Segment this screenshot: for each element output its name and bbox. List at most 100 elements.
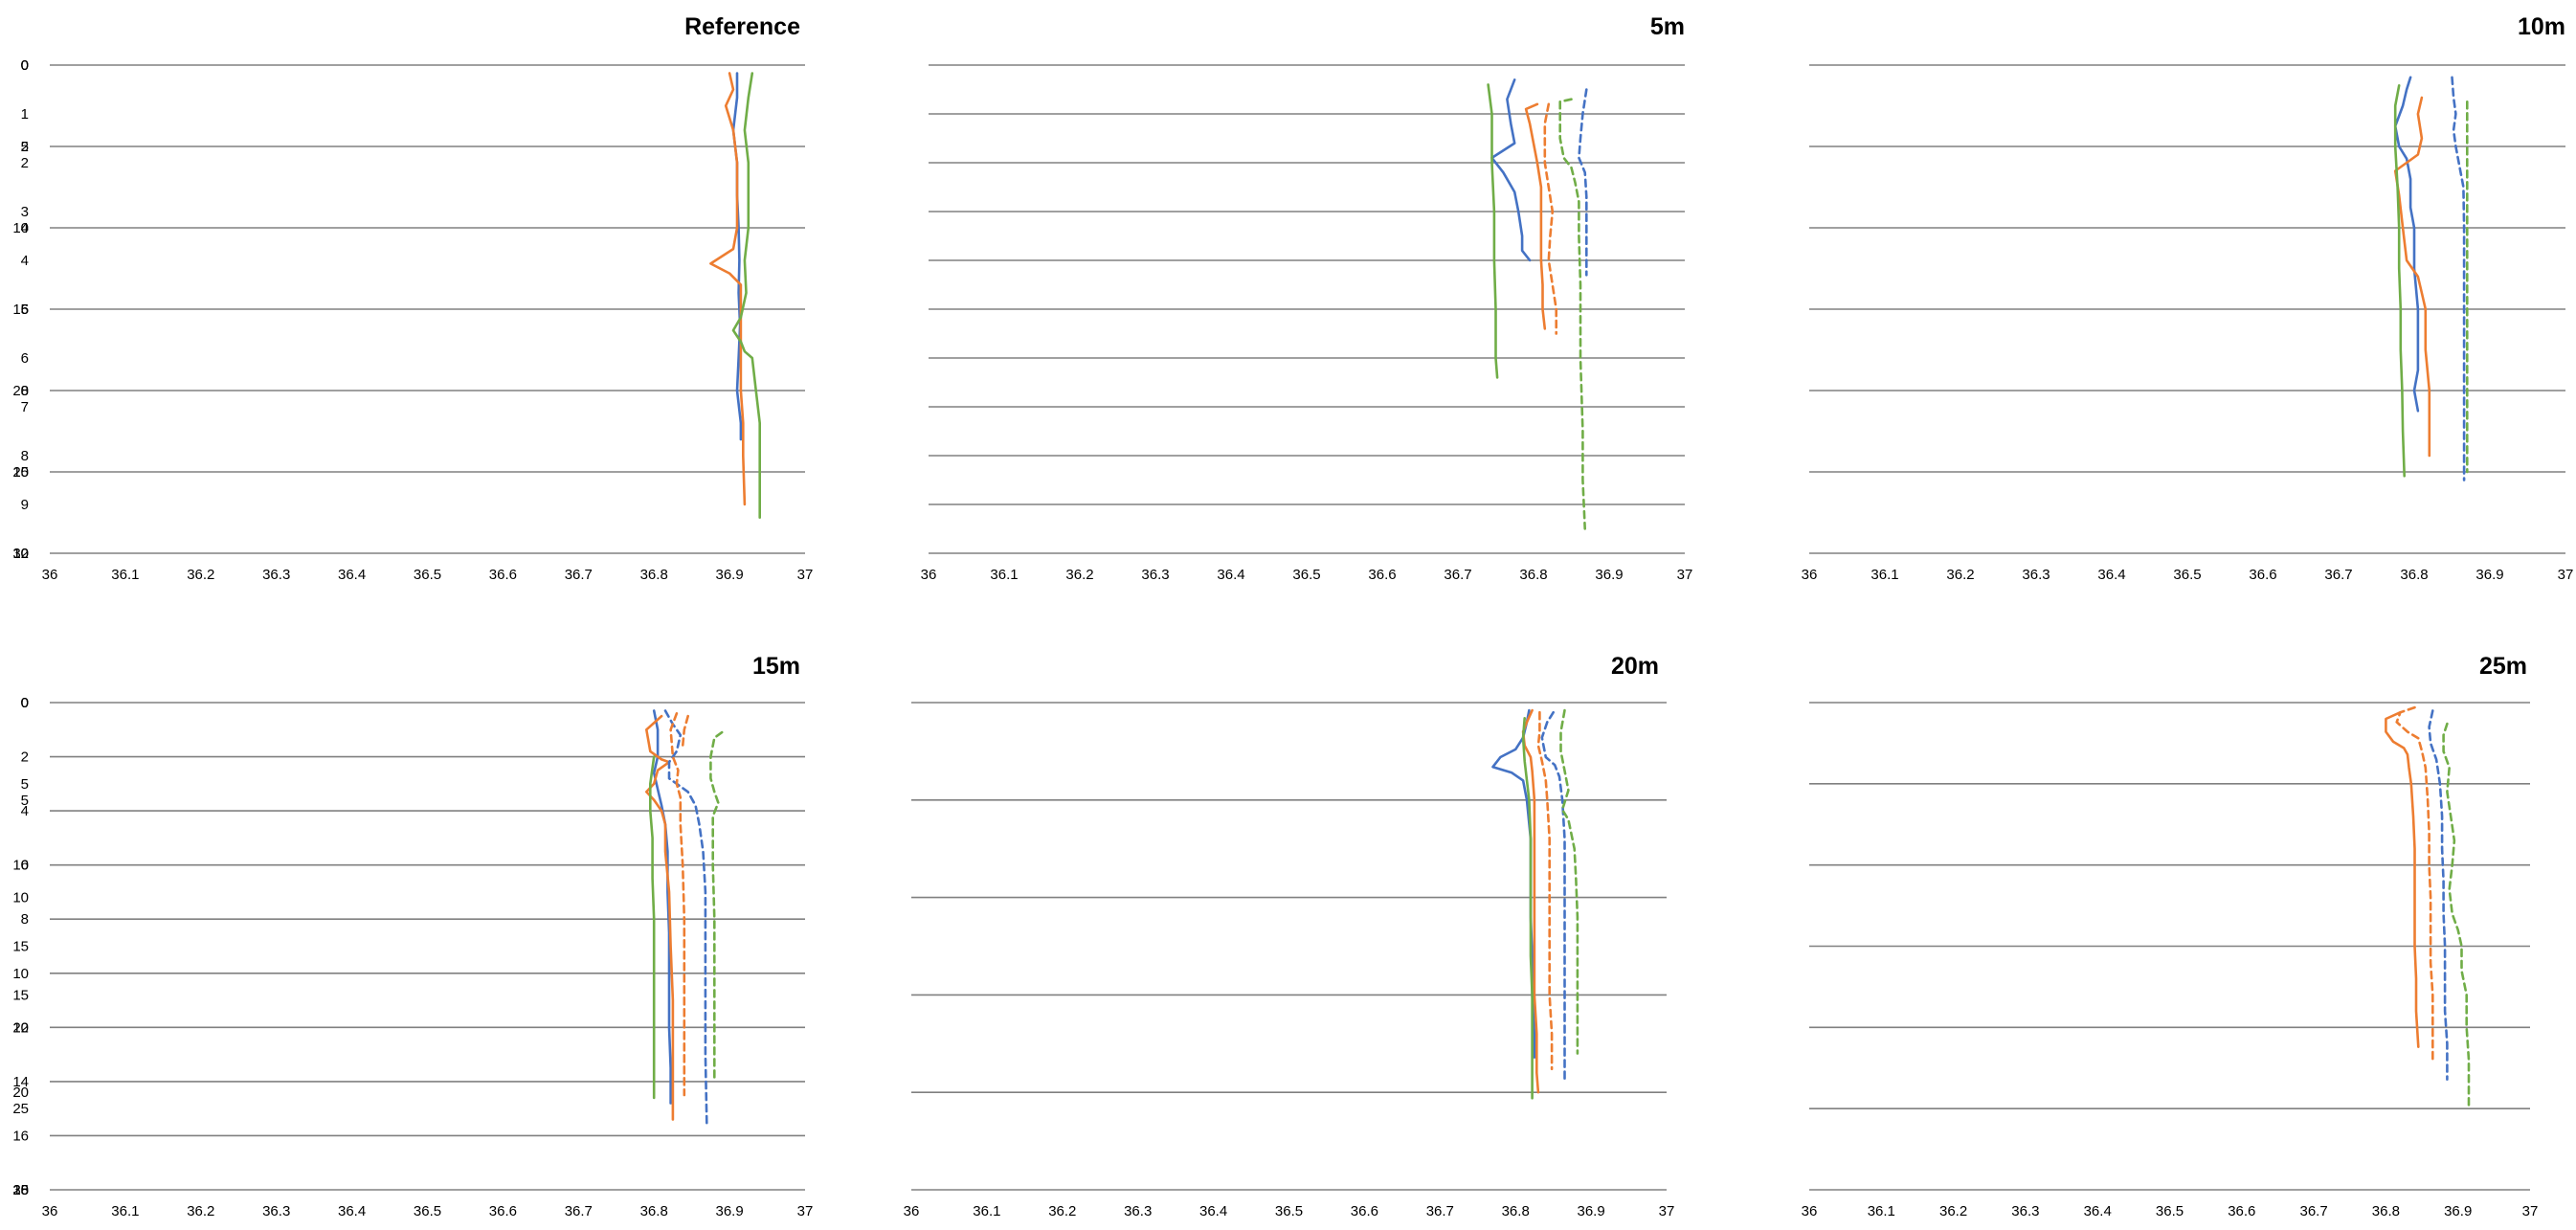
- x-tick-label: 36.3: [262, 567, 290, 583]
- x-tick-label: 37: [797, 567, 814, 583]
- chart-title: 15m: [752, 653, 800, 680]
- x-tick-label: 36.8: [1519, 567, 1547, 583]
- y-tick-label: 14: [12, 1074, 29, 1090]
- y-tick-label: 5: [21, 776, 29, 793]
- x-tick-label: 36.8: [640, 567, 668, 583]
- y-tick-label: 10: [12, 220, 29, 236]
- series-line-orange-solid: [2393, 96, 2431, 458]
- series-line-green-dashed: [1558, 98, 1586, 530]
- x-tick-label: 36.9: [715, 1203, 743, 1219]
- x-tick-label: 36.6: [2228, 1203, 2255, 1219]
- series-line-green-dashed: [709, 730, 724, 1084]
- series-line-orange-dashed: [669, 711, 686, 1097]
- series-line-blue-solid: [1491, 708, 1536, 1059]
- x-tick-label: 36.4: [2097, 567, 2125, 583]
- series-line-green-solid: [1487, 83, 1499, 379]
- x-tick-label: 36.6: [2249, 567, 2276, 583]
- series-line-green-solid: [731, 72, 762, 519]
- series-line-orange-dashed: [1543, 102, 1557, 335]
- series-line-blue-dashed: [2428, 709, 2449, 1081]
- series-line-orange-dashed: [1536, 710, 1554, 1071]
- y-tick-label: 12: [12, 546, 29, 562]
- y-tick-label: 25: [12, 464, 29, 481]
- y-tick-label: 12: [12, 1019, 29, 1036]
- y-tick-label: 8: [21, 383, 29, 399]
- x-tick-label: 36: [921, 567, 937, 583]
- y-tick-label: 6: [21, 302, 29, 318]
- x-tick-label: 36.1: [111, 567, 139, 583]
- y-tick-label: 30: [12, 546, 29, 562]
- x-tick-label: 36.9: [1577, 1203, 1604, 1219]
- series-line-blue-dashed: [1578, 88, 1588, 277]
- x-tick-label: 36.4: [1217, 567, 1244, 583]
- chart-title: 5m: [1650, 13, 1685, 40]
- y-tick-label: 0: [21, 695, 29, 711]
- x-tick-label: 36: [904, 1203, 920, 1219]
- series-line-green-dashed: [2442, 722, 2471, 1108]
- y-tick-label: 18: [12, 1182, 29, 1198]
- y-tick-label: 10: [12, 966, 29, 982]
- x-tick-label: 36.9: [715, 567, 743, 583]
- y-tick-label: 5: [21, 793, 29, 809]
- y-tick-label: 1: [21, 106, 29, 123]
- x-tick-label: 36.8: [2400, 567, 2428, 583]
- y-tick-label: 16: [12, 1128, 29, 1144]
- series-line-orange-solid: [644, 714, 675, 1121]
- y-tick-label: 0: [21, 695, 29, 711]
- x-tick-label: 36.4: [2084, 1203, 2112, 1219]
- x-tick-label: 36.1: [990, 567, 1018, 583]
- y-tick-label: 20: [12, 1085, 29, 1101]
- y-tick-label: 4: [21, 253, 29, 269]
- x-tick-label: 36.6: [489, 567, 517, 583]
- y-tick-label: 4: [21, 803, 29, 819]
- x-tick-label: 36.4: [338, 567, 366, 583]
- x-tick-label: 36.9: [2475, 567, 2503, 583]
- series-line-blue-dashed: [2451, 76, 2466, 481]
- y-tick-label: 10: [12, 546, 29, 562]
- series-line-orange-solid: [1524, 102, 1547, 330]
- y-tick-label: 7: [21, 399, 29, 415]
- x-tick-label: 36.6: [1368, 567, 1396, 583]
- x-tick-label: 37: [2558, 567, 2574, 583]
- series-line-green-solid: [1521, 716, 1534, 1100]
- series-line-green-solid: [2393, 84, 2406, 478]
- y-tick-label: 2: [21, 139, 29, 155]
- series-line-green-solid: [648, 755, 656, 1100]
- chart-title: 20m: [1611, 653, 1659, 680]
- chart-panel-4: 15m 0 2 4 6 8 10 12 14 16 18 36 36.1 36.2 36.3 36.4 36.5…: [12, 653, 813, 1219]
- y-tick-label: 3: [21, 204, 29, 220]
- x-tick-label: 36.4: [1199, 1203, 1227, 1219]
- y-tick-label: 25: [12, 1182, 29, 1198]
- y-tick-label: 0: [21, 695, 29, 711]
- series-line-orange-dashed: [681, 714, 690, 748]
- x-tick-label: 36.9: [1595, 567, 1623, 583]
- y-tick-label: 0: [21, 57, 29, 74]
- x-tick-label: 36.5: [1292, 567, 1320, 583]
- y-tick-label: 2: [21, 155, 29, 171]
- x-tick-label: 36.8: [1502, 1203, 1530, 1219]
- x-tick-label: 37: [1677, 567, 1693, 583]
- series-line-orange-solid: [709, 72, 747, 506]
- y-tick-label: 8: [21, 448, 29, 464]
- x-tick-label: 36: [42, 1203, 58, 1219]
- x-tick-label: 37: [797, 1203, 814, 1219]
- y-tick-label: 0: [21, 57, 29, 74]
- chart-title: 25m: [2479, 653, 2527, 680]
- x-tick-label: 36.7: [1426, 1203, 1454, 1219]
- x-tick-label: 36.8: [640, 1203, 668, 1219]
- x-tick-label: 36.7: [565, 1203, 593, 1219]
- series-line-orange-solid: [2385, 710, 2420, 1048]
- y-tick-label: 6: [21, 858, 29, 874]
- x-tick-label: 36.5: [1275, 1203, 1303, 1219]
- x-tick-label: 36.5: [414, 567, 441, 583]
- x-tick-label: 36.3: [2022, 567, 2050, 583]
- y-tick-label: 5: [21, 139, 29, 155]
- chart-title: 10m: [2518, 13, 2565, 40]
- x-tick-label: 36.5: [414, 1203, 441, 1219]
- x-tick-label: 36.8: [2372, 1203, 2400, 1219]
- y-tick-label: 15: [12, 302, 29, 318]
- x-tick-label: 36.7: [565, 567, 593, 583]
